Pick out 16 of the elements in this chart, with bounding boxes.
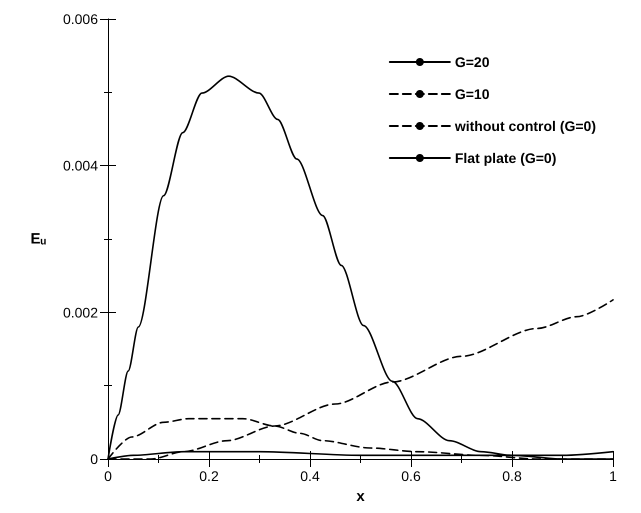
x-tick-label: 0.6 <box>401 468 421 484</box>
y-tick-label: 0.004 <box>62 158 98 174</box>
y-tick-label: 0 <box>90 451 98 467</box>
x-axis-title: x <box>356 488 366 505</box>
x-tick-label: 1 <box>609 468 618 484</box>
legend-label: G=20 <box>454 54 490 70</box>
x-tick-label: 0.2 <box>199 468 219 484</box>
y-tick-label: 0.006 <box>62 11 98 27</box>
x-tick-label: 0.8 <box>502 468 522 484</box>
x-tick-label: 0.4 <box>300 468 320 484</box>
legend-label: G=10 <box>454 86 490 102</box>
legend-label: Flat plate (G=0) <box>454 150 556 166</box>
y-tick-label: 0.002 <box>62 304 98 320</box>
x-tick-label: 0 <box>104 468 112 484</box>
legend-label: without control (G=0) <box>454 118 596 134</box>
y-axis-title: Eᵤ <box>30 230 46 248</box>
